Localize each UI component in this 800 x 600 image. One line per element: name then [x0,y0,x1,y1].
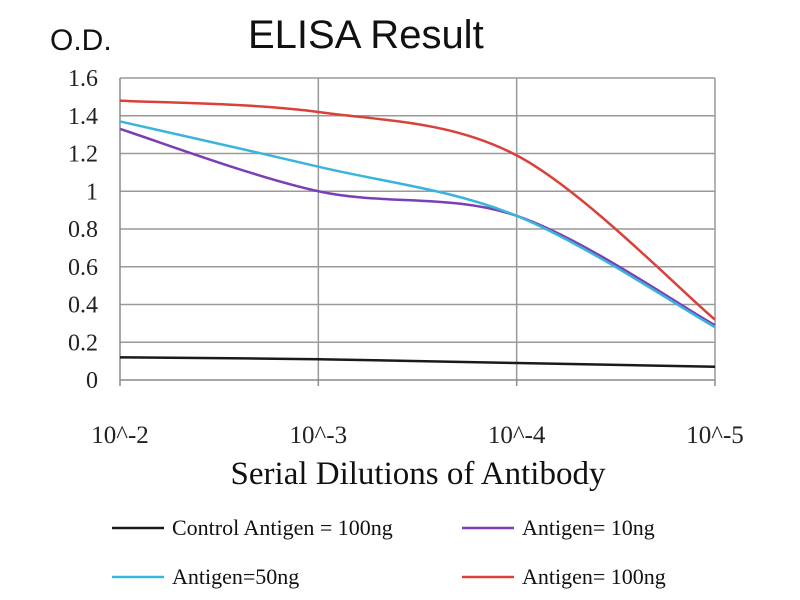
x-tick-label: 10^-3 [290,422,348,449]
y-tick-labels: 0 0.2 0.4 0.6 0.8 1 1.2 1.4 1.6 [68,66,98,394]
y-tick-label: 1.2 [68,142,98,168]
legend-label: Antigen= 10ng [522,515,655,540]
series-line-3 [119,120,716,329]
y-tick-label: 0.4 [68,293,98,319]
series-line-4 [119,99,716,321]
y-tick-label: 1.4 [68,104,98,130]
y-tick-label: 0.2 [68,330,98,356]
legend: Control Antigen = 100ng Antigen= 10ng Anti… [112,515,666,589]
legend-label: Antigen= 100ng [522,564,666,589]
x-tick-labels: 10^-2 10^-3 10^-4 10^-5 [91,422,744,449]
grid-lines [120,77,716,380]
x-tick-label: 10^-5 [686,422,744,449]
x-tick-label: 10^-4 [488,422,546,449]
y-tick-label: 0 [86,368,98,394]
legend-label: Control Antigen = 100ng [172,515,393,540]
series-lines [119,99,716,369]
y-tick-label: 0.6 [68,255,98,281]
x-axis-label: Serial Dilutions of Antibody [231,456,606,492]
y-tick-label: 1.6 [68,66,98,92]
chart-title: ELISA Result [248,13,484,57]
x-tick-label: 10^-2 [91,422,149,449]
y-tick-label: 0.8 [68,217,98,243]
series-line-1 [119,356,716,369]
y-tick-label: 1 [86,179,98,205]
legend-label: Antigen=50ng [172,564,299,589]
y-axis-label: O.D. [50,24,112,57]
axes [119,78,716,386]
series-line-2 [119,127,716,327]
